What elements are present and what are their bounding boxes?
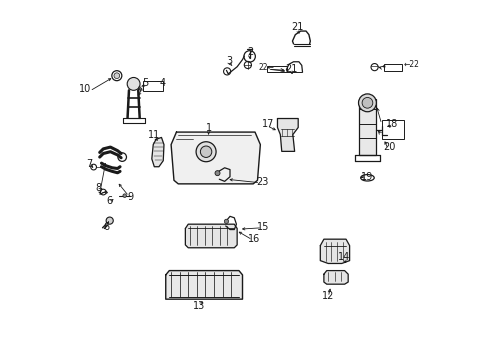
Text: 12: 12	[321, 291, 333, 301]
Text: 16: 16	[247, 234, 259, 244]
Polygon shape	[277, 119, 298, 151]
Text: 13: 13	[193, 301, 205, 311]
Circle shape	[127, 77, 140, 90]
Circle shape	[224, 219, 228, 223]
Text: ─: ─	[155, 80, 159, 85]
Polygon shape	[319, 239, 349, 263]
Text: 9: 9	[127, 192, 133, 202]
Text: 3: 3	[226, 56, 232, 66]
Text: 6: 6	[103, 222, 109, 232]
Circle shape	[122, 194, 126, 197]
Text: 7: 7	[87, 159, 92, 169]
Text: 5: 5	[142, 78, 148, 88]
Text: 23: 23	[256, 177, 268, 187]
Text: 14: 14	[337, 252, 349, 262]
Text: 17: 17	[261, 119, 274, 129]
Bar	[267, 66, 287, 72]
Polygon shape	[166, 271, 242, 299]
Text: 4: 4	[159, 78, 165, 88]
Bar	[383, 64, 401, 71]
Text: 20: 20	[383, 142, 395, 152]
Text: 6: 6	[106, 196, 112, 206]
Polygon shape	[185, 224, 237, 248]
Text: 22←: 22←	[258, 63, 274, 72]
Text: 7→: 7→	[97, 187, 108, 197]
Circle shape	[358, 94, 376, 112]
Circle shape	[214, 171, 220, 176]
Bar	[381, 120, 403, 139]
Circle shape	[106, 217, 113, 224]
Text: 19: 19	[361, 172, 373, 182]
Bar	[358, 99, 375, 155]
Polygon shape	[171, 132, 260, 184]
Text: 18: 18	[386, 119, 398, 129]
Text: 10: 10	[79, 84, 91, 94]
Text: 21: 21	[285, 64, 297, 74]
Circle shape	[200, 146, 212, 157]
Circle shape	[362, 97, 372, 108]
Circle shape	[196, 142, 216, 162]
Text: 11: 11	[148, 130, 160, 140]
Circle shape	[114, 73, 120, 79]
Bar	[142, 81, 163, 91]
Text: 15: 15	[257, 222, 269, 232]
Text: 8: 8	[95, 183, 101, 193]
Text: 1: 1	[205, 123, 211, 133]
Text: 2: 2	[247, 47, 253, 57]
Text: ←22: ←22	[402, 60, 418, 69]
Polygon shape	[151, 137, 164, 167]
Text: 21: 21	[291, 22, 303, 32]
Polygon shape	[323, 271, 348, 284]
